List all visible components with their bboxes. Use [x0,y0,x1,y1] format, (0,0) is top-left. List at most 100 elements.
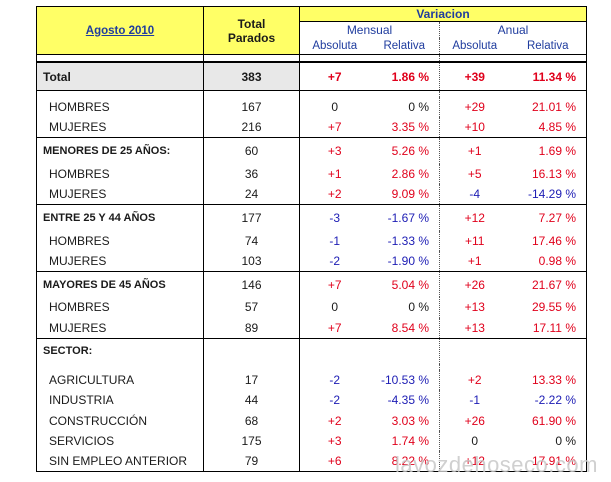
mensual-absoluta-header: Absoluta [299,38,370,56]
row-label: MUJERES [36,317,204,339]
anual-header: Anual [439,21,587,39]
row-total-value: 17 [203,370,300,391]
row-total: Total 383 +7 1.86 % +39 11.34 % [36,61,587,91]
row-anual-rel: 1.69 % [509,137,587,164]
variacion-header: Variacion [299,5,587,23]
row-total-value: 216 [203,117,300,138]
row-mensual-rel: 5.04 % [369,270,440,298]
row-anual-rel: -2.22 % [509,390,587,411]
row-total-value: 167 [203,96,300,118]
row-anual-abs: +12 [439,203,510,231]
row-anual-rel: 29.55 % [509,297,587,318]
total-header-line2: Parados [227,30,276,45]
row-anual-rel: 16.13 % [509,163,587,184]
row-label: MENORES DE 25 AÑOS: [36,137,204,164]
row-anual-abs: +12 [439,450,510,472]
row-anual-rel: 21.01 % [509,96,587,118]
row-anual-rel: 61.90 % [509,410,587,431]
row-mensual-rel: 5.26 % [369,137,440,164]
row-mensual-abs: +6 [299,450,370,472]
period-header: Agosto 2010 [36,5,204,56]
row-label: HOMBRES [36,297,204,318]
row-mensual-abs: -1 [299,230,370,251]
row-sector: SECTOR: [36,337,587,365]
row-anual-rel: 7.27 % [509,203,587,231]
row-mensual-abs: -3 [299,203,370,231]
row-mensual-abs: -2 [299,250,370,272]
row-anual-abs: +10 [439,117,510,138]
row-label: CONSTRUCCIÓN [36,410,204,431]
unemployment-table: Agosto 2010 Total Parados Variacion Mens… [36,5,587,472]
row-mensual-abs: +3 [299,137,370,164]
row-mensual-rel: -1.33 % [387,233,429,248]
row-mensual-rel: 8.22 % [369,450,440,472]
row-agricultura: AGRICULTURA 17 -2 -10.53 % +2 13.33 % [36,370,587,391]
row-mensual-abs: +3 [299,430,370,451]
header-row-2: Mensual Anual [37,21,587,39]
row-total-value: 60 [203,137,300,164]
row-label: MUJERES [36,250,204,272]
mensual-header: Mensual [299,21,440,39]
row-total-value: 74 [203,230,300,251]
row-mensual-abs: +7 [299,117,370,138]
row-anual-abs: -4 [439,183,510,205]
row-mensual-rel: -10.53 % [380,373,429,388]
row-mujeres: MUJERES 216 +7 3.35 % +10 4.85 % [36,117,587,138]
row-label: MUJERES [36,183,204,205]
row-anual-abs: 0 [439,430,510,451]
row-mensual-rel: 9.09 % [391,186,429,201]
row-anual-abs: +11 [439,230,510,251]
row-mensual-abs: 0 [299,96,370,118]
header-row-1: Agosto 2010 Total Parados Variacion [36,5,587,56]
row-mensual-rel: 3.03 % [391,413,429,428]
row-total-value: 79 [203,450,300,472]
row-anual-rel: -14.29 % [509,183,587,205]
row-mensual-rel: 1.86 % [369,61,440,91]
row-anual-abs: -1 [439,390,510,411]
row-entre25-44-mujeres: MUJERES 103 -2 -1.90 % +1 0.98 % [36,250,587,272]
row-mayores45-hombres: HOMBRES 57 0 0 % +13 29.55 % [36,297,587,318]
row-label: SECTOR: [36,337,204,365]
row-industria: INDUSTRIA 44 -2 -4.35 % -1 -2.22 % [36,390,587,411]
row-mensual-rel: 8.54 % [391,320,429,335]
row-hombres: HOMBRES 167 0 0 % +29 21.01 % [36,96,587,118]
row-mensual-rel: 0 % [408,99,429,114]
row-label: SIN EMPLEO ANTERIOR [36,450,204,472]
total-header-line1: Total [237,16,266,31]
row-entre25-44-hombres: HOMBRES 74 -1 -1.33 % +11 17.46 % [36,230,587,251]
row-mensual-abs: +2 [299,183,370,205]
row-total-value: 57 [203,297,300,318]
row-anual-abs: +1 [439,250,510,272]
row-anual-rel: 17.11 % [509,317,587,339]
row-total-value: 68 [203,410,300,431]
row-mensual-rel: -4.35 % [387,393,429,408]
row-label: HOMBRES [36,163,204,184]
row-anual-rel: 0 % [509,430,587,451]
row-menores25: MENORES DE 25 AÑOS: 60 +3 5.26 % +1 1.69… [36,137,587,164]
row-total-value: 177 [203,203,300,231]
header-row-3: Absoluta Relativa Absoluta Relativa [37,38,587,56]
row-label: HOMBRES [36,96,204,118]
row-total-value: 175 [203,430,300,451]
row-menores25-mujeres: MUJERES 24 +2 9.09 % -4 -14.29 % [36,183,587,205]
row-anual-abs: +29 [439,96,510,118]
row-anual-abs: +13 [439,297,510,318]
row-construccion: CONSTRUCCIÓN 68 +2 3.03 % +26 61.90 % [36,410,587,431]
row-anual-rel: 13.33 % [509,370,587,391]
row-anual-rel: 17.91 % [509,450,587,472]
row-total-value: 103 [203,250,300,272]
row-mensual-rel: 2.86 % [391,166,429,181]
total-parados-header: Total Parados [203,5,300,56]
row-total-value: 24 [203,183,300,205]
row-label: ENTRE 25 Y 44 AÑOS [36,203,204,231]
row-anual-abs: +2 [439,370,510,391]
row-mensual-abs: +7 [299,61,370,91]
row-label: MAYORES DE 45 AÑOS [36,270,204,298]
row-anual-abs: +39 [439,61,510,91]
row-mensual-abs: +1 [299,163,370,184]
row-mensual-abs: 0 [299,297,370,318]
row-mayores45-mujeres: MUJERES 89 +7 8.54 % +13 17.11 % [36,317,587,339]
row-anual-rel: 11.34 % [509,61,587,91]
row-anual-abs: +26 [439,410,510,431]
row-anual-abs: +13 [439,317,510,339]
